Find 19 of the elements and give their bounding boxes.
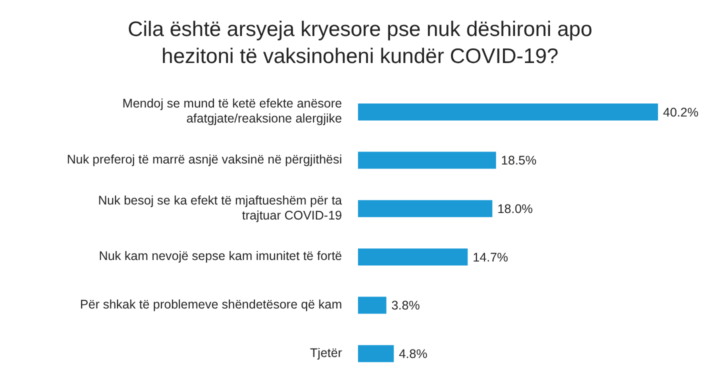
bar: [358, 200, 492, 218]
y-tick-label: Për shkak të problemeve shëndetësore që kam: [80, 298, 342, 312]
bar: [358, 103, 658, 120]
data-label: 18.5%: [501, 154, 537, 168]
y-tick-label: Nuk kam nevojë sepse kam imunitet të fortë: [98, 249, 342, 264]
data-label: 40.2%: [663, 105, 698, 120]
bar: [358, 296, 386, 314]
y-tick-label: Nuk besoj se ka efekt të mjaftueshëm për ta trajtuar COVID-19: [98, 194, 342, 223]
y-tick-label: Nuk preferoj të marrë asnjë vaksinë në përgjithësi: [66, 152, 342, 167]
data-label: 3.8%: [391, 298, 420, 313]
bar: [358, 345, 394, 362]
data-label: 18.0%: [497, 202, 533, 216]
chart-title: Cila është arsyeja kryesore pse nuk dëshironi apo hezitoni të vaksinoheni kundër COVID-19?: [126, 17, 594, 70]
y-tick-label: Mendoj se mund të ketë efekte anësore afatgjate/reaksione alergjike: [122, 96, 342, 126]
y-tick-label: Tjetër: [310, 346, 342, 360]
data-label: 14.7%: [472, 250, 508, 264]
bar: [358, 248, 468, 266]
bar: [358, 152, 496, 169]
data-label: 4.8%: [398, 347, 428, 362]
